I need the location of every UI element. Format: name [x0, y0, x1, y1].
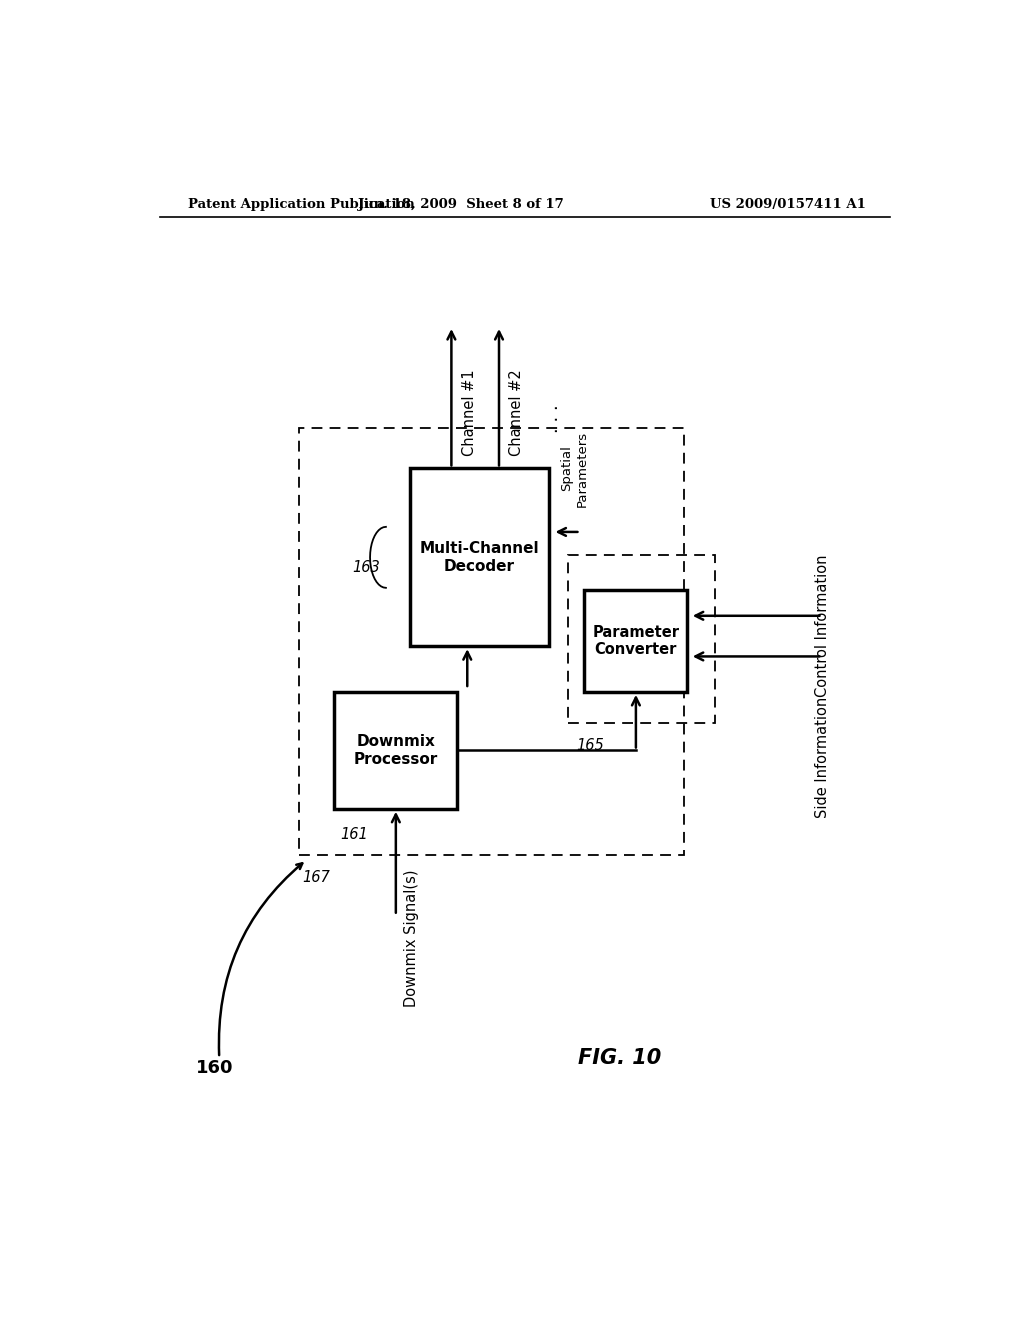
Text: Side Information: Side Information — [815, 697, 829, 818]
Text: 165: 165 — [577, 738, 604, 752]
Text: Channel #1: Channel #1 — [462, 370, 477, 455]
Text: Downmix Signal(s): Downmix Signal(s) — [404, 870, 419, 1007]
Text: Channel #2: Channel #2 — [509, 370, 524, 455]
Text: US 2009/0157411 A1: US 2009/0157411 A1 — [711, 198, 866, 211]
Text: Multi-Channel
Decoder: Multi-Channel Decoder — [420, 541, 539, 573]
Bar — [568, 554, 715, 722]
Text: . . .: . . . — [544, 404, 562, 433]
Text: 163: 163 — [352, 560, 380, 576]
Text: Control Information: Control Information — [815, 554, 829, 697]
Text: Spatial
Parameters: Spatial Parameters — [560, 430, 589, 507]
Bar — [299, 428, 684, 854]
Text: Downmix
Processor: Downmix Processor — [353, 734, 438, 767]
Text: 160: 160 — [196, 1059, 232, 1077]
Bar — [585, 590, 687, 692]
Text: Jun. 18, 2009  Sheet 8 of 17: Jun. 18, 2009 Sheet 8 of 17 — [358, 198, 564, 211]
Text: Parameter
Converter: Parameter Converter — [593, 624, 679, 657]
Text: 167: 167 — [303, 870, 331, 884]
Text: 161: 161 — [340, 828, 368, 842]
Bar — [410, 469, 549, 647]
Text: FIG. 10: FIG. 10 — [579, 1048, 662, 1068]
Bar — [334, 692, 458, 809]
Text: Patent Application Publication: Patent Application Publication — [187, 198, 415, 211]
